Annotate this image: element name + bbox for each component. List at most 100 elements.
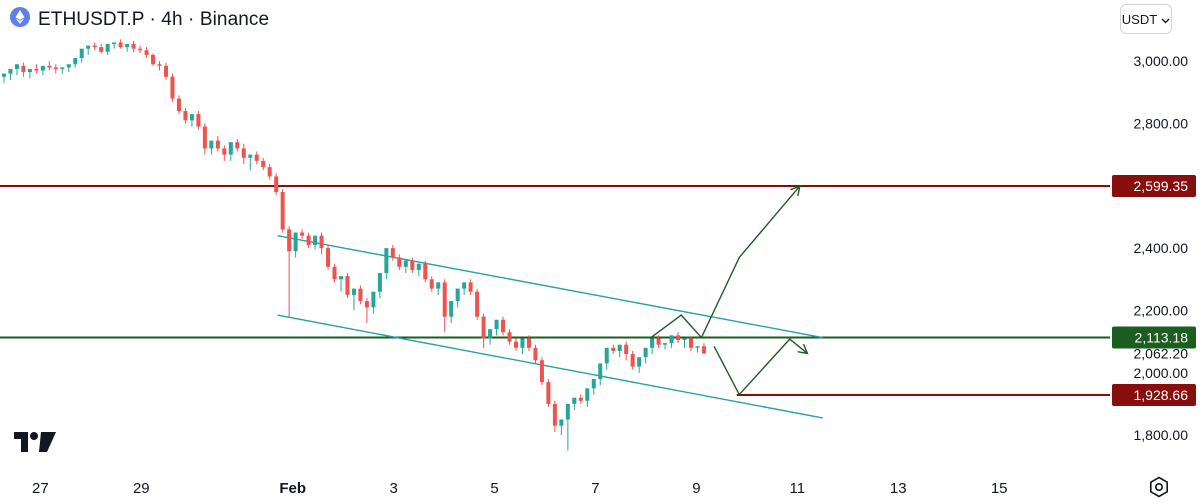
y-tick-label: 2,200.00 xyxy=(1134,302,1189,318)
candle-body xyxy=(261,160,266,168)
candle-body xyxy=(189,114,194,121)
x-tick-label: 7 xyxy=(591,480,599,497)
candle-body xyxy=(397,257,402,267)
candle-body xyxy=(254,154,259,161)
candle-body xyxy=(157,64,162,66)
candle-body xyxy=(591,378,596,389)
candle-body xyxy=(274,176,279,193)
projection-arrowhead xyxy=(790,184,801,197)
y-tick-label: 3,000.00 xyxy=(1134,53,1189,69)
candle-body xyxy=(176,98,181,112)
candle-body xyxy=(630,354,635,367)
price-label-box xyxy=(1112,326,1196,349)
x-tick-label: 11 xyxy=(790,480,806,497)
candle-body xyxy=(455,288,460,302)
candle-body xyxy=(676,335,681,341)
candle-body xyxy=(494,319,499,330)
candle-body xyxy=(546,382,551,404)
candle-body xyxy=(92,45,97,48)
candle-body xyxy=(241,148,246,158)
candle-body xyxy=(475,291,480,317)
x-tick-label: 13 xyxy=(890,480,907,497)
symbol-title: ETHUSDT.P · 4h · Binance xyxy=(38,8,270,30)
currency-label: USDT xyxy=(1121,11,1158,27)
candle-body xyxy=(112,42,117,45)
candle-body xyxy=(319,235,324,249)
candle-body xyxy=(34,68,39,71)
candle-body xyxy=(507,332,512,342)
candle-body xyxy=(682,338,687,341)
x-tick-label: Feb xyxy=(279,480,306,497)
candle-body xyxy=(280,192,285,230)
candle-body xyxy=(287,229,292,252)
candle-body xyxy=(125,44,130,48)
candle-body xyxy=(390,248,395,258)
candle-body xyxy=(118,42,123,48)
candle-body xyxy=(40,65,45,71)
x-tick-label: 27 xyxy=(32,480,49,497)
candle-body xyxy=(144,50,149,55)
candle-body xyxy=(183,111,188,121)
symbol-header[interactable]: ETHUSDT.P · 4h · Binance xyxy=(10,7,269,32)
projection-arrowhead xyxy=(797,343,809,355)
x-tick-label: 9 xyxy=(692,480,700,497)
x-tick-label: 15 xyxy=(991,480,1008,497)
candle-body xyxy=(488,329,493,339)
chevron-down-icon xyxy=(1161,12,1170,27)
candle-body xyxy=(293,232,298,252)
candle-body xyxy=(358,288,363,302)
price-label: 2,062.20 xyxy=(1134,345,1189,361)
currency-selector[interactable]: USDT xyxy=(1120,4,1172,34)
candle-body xyxy=(624,344,629,355)
candle-body xyxy=(222,148,227,155)
candle-body xyxy=(423,263,428,280)
y-tick-label: 2,400.00 xyxy=(1134,240,1189,256)
price-label: 2,599.35 xyxy=(1134,178,1189,194)
candle-body xyxy=(552,403,557,426)
candle-body xyxy=(643,347,648,358)
candle-body xyxy=(86,45,91,49)
candle-body xyxy=(14,64,19,69)
candle-body xyxy=(513,341,519,348)
candle-body xyxy=(663,343,668,345)
candle-body xyxy=(228,142,233,155)
candle-body xyxy=(345,276,350,295)
candle-body xyxy=(449,301,454,317)
candle-body xyxy=(436,282,441,289)
candle-body xyxy=(501,319,506,333)
price-label: 2,113.18 xyxy=(1135,329,1189,345)
candle-body xyxy=(462,282,467,289)
y-tick-label: 2,800.00 xyxy=(1134,115,1189,131)
channel-upper-line xyxy=(277,234,823,339)
candle-body xyxy=(539,360,544,383)
projection-path xyxy=(713,338,808,396)
price-labels: 2,599.35 2,113.182,062.20 1,928.66 xyxy=(1112,174,1196,406)
y-tick-label: 2,000.00 xyxy=(1134,365,1189,381)
candle-body xyxy=(695,346,700,348)
ethereum-logo-icon xyxy=(10,7,30,32)
gear-icon[interactable] xyxy=(1148,476,1170,498)
x-tick-label: 5 xyxy=(490,480,498,497)
candle-body xyxy=(617,344,622,351)
candle-body xyxy=(300,232,305,236)
candle-body xyxy=(66,64,71,68)
y-tick-label: 1,800.00 xyxy=(1134,427,1189,443)
candle-body xyxy=(306,235,311,245)
candle-body xyxy=(131,44,136,49)
candle-body xyxy=(604,347,609,364)
candle-body xyxy=(351,288,356,295)
price-label-box xyxy=(1112,174,1196,197)
candle-body xyxy=(364,301,369,308)
candle-body xyxy=(585,388,590,401)
candle-body xyxy=(611,347,616,351)
candle-body xyxy=(371,291,376,308)
candle-body xyxy=(235,142,240,149)
candle-body xyxy=(27,68,32,73)
candle-body xyxy=(1,73,6,77)
candle-body xyxy=(533,347,538,361)
y-axis-ticks: 3,000.00 2,800.00 2,400.00 2,200.00 2,000.00… xyxy=(1134,53,1189,443)
descending-channel xyxy=(277,234,823,419)
projection-path xyxy=(650,185,801,339)
candle-body xyxy=(656,338,661,345)
